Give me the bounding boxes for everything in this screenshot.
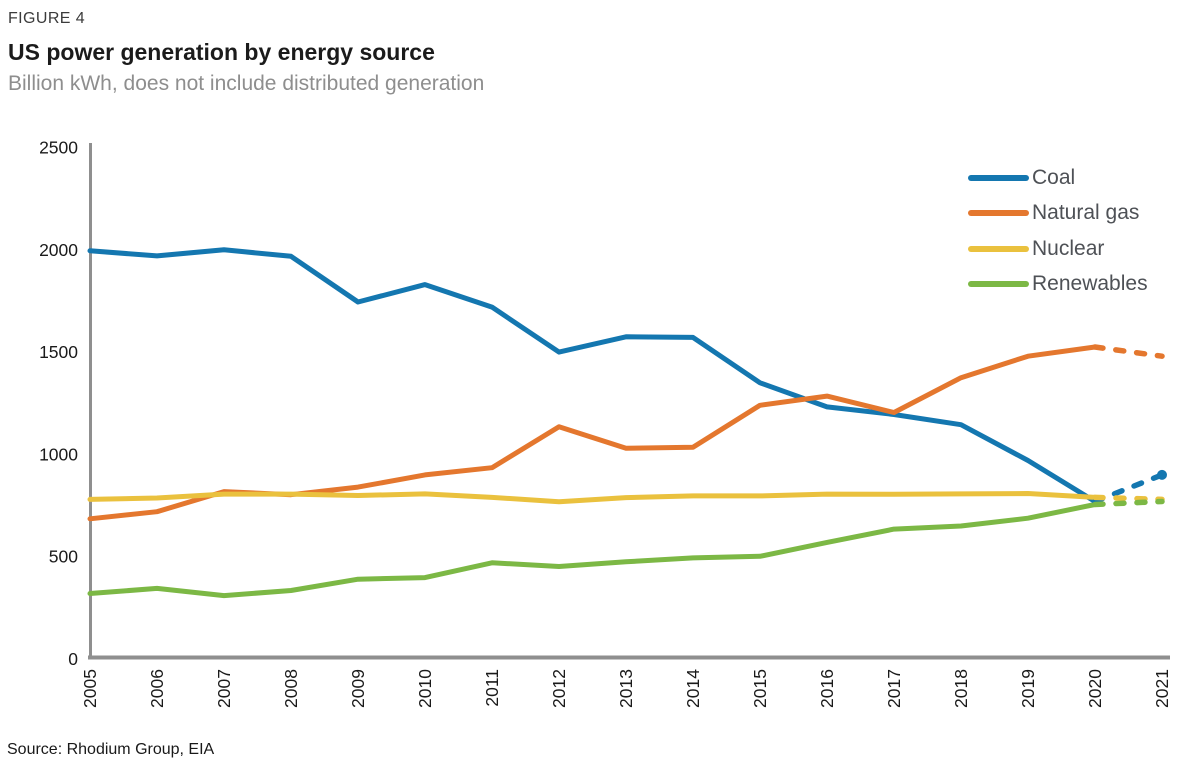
nuclear-line [87, 491, 1098, 505]
x-tick-label: 2016 [817, 669, 837, 708]
natural-gas-legend-swatch-icon [968, 210, 1029, 217]
x-tick-label: 2005 [80, 669, 100, 708]
nuclear-projection-line [1092, 494, 1165, 503]
x-tick-label: 2007 [214, 669, 234, 708]
y-tick-label: 500 [49, 547, 78, 567]
coal-legend-swatch-icon [968, 174, 1029, 181]
header: FIGURE 4 US power generation by energy s… [8, 8, 484, 97]
page-title: US power generation by energy source [8, 39, 435, 65]
x-tick-label: 2014 [683, 669, 703, 708]
natural-gas-projection-line [1092, 344, 1165, 359]
x-tick-label: 2011 [482, 669, 502, 707]
natural-gas-legend-label: Natural gas [1032, 201, 1140, 225]
legend: Coal Natural gas Nuclear Renewables [968, 160, 1148, 302]
x-tick-label: 2021 [1152, 669, 1172, 708]
nuclear-legend-swatch-icon [968, 245, 1029, 252]
renewables-legend-swatch-icon [968, 281, 1029, 288]
page-subtitle: Billion kWh, does not include distribute… [8, 72, 485, 95]
renewables-legend-label: Renewables [1032, 272, 1148, 296]
coal-line [87, 247, 1098, 504]
legend-item-nuclear: Nuclear [968, 231, 1148, 267]
x-tick-label: 2015 [750, 669, 770, 708]
legend-item-renewables: Renewables [968, 267, 1148, 303]
y-tick-label: 0 [68, 649, 78, 669]
legend-item-natural-gas: Natural gas [968, 196, 1148, 232]
renewables-projection-line [1092, 498, 1165, 508]
renewables-line [87, 502, 1098, 599]
y-tick-label: 1500 [39, 342, 78, 362]
x-tick-label: 2009 [348, 669, 368, 708]
source-note: Source: Rhodium Group, EIA [7, 741, 215, 758]
legend-item-coal: Coal [968, 160, 1148, 196]
coal-end-dot [1157, 469, 1167, 480]
x-tick-label: 2020 [1085, 669, 1105, 708]
figure-label: FIGURE 4 [8, 10, 85, 27]
x-tick-label: 2006 [147, 669, 167, 708]
x-tick-label: 2008 [281, 669, 301, 708]
x-tick-label: 2019 [1018, 669, 1038, 708]
x-tick-label: 2018 [951, 669, 971, 708]
nuclear-legend-label: Nuclear [1032, 236, 1105, 260]
x-tick-label: 2013 [616, 669, 636, 708]
x-tick-label: 2012 [549, 669, 569, 708]
y-tick-label: 2000 [39, 240, 78, 260]
coal-legend-label: Coal [1032, 165, 1076, 189]
y-tick-label: 1000 [39, 444, 78, 464]
y-tick-label: 2500 [39, 138, 78, 158]
x-tick-label: 2017 [884, 669, 904, 708]
x-tick-label: 2010 [415, 669, 435, 708]
